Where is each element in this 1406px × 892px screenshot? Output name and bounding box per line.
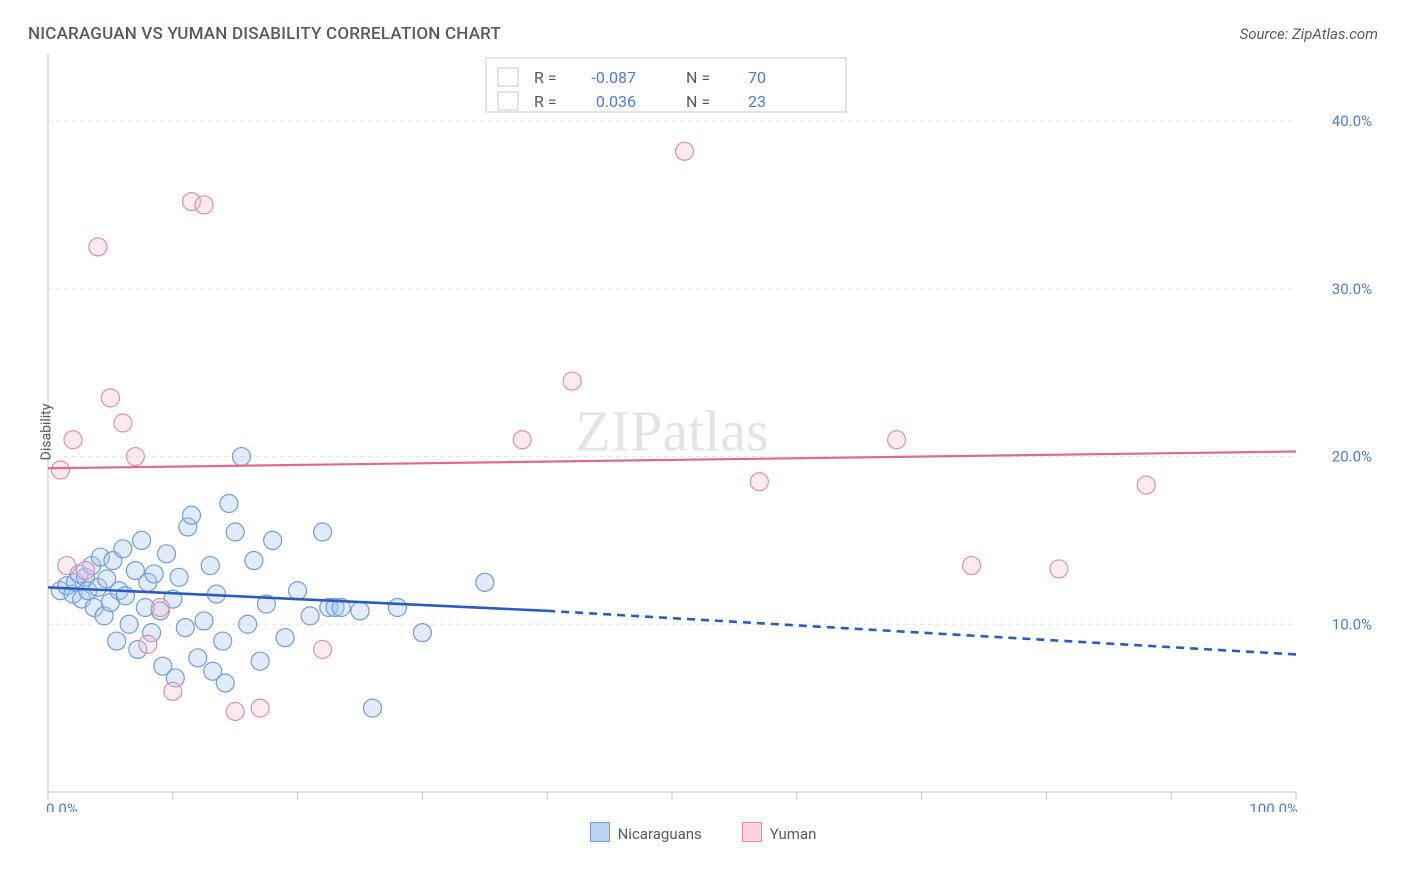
y-axis-label: Disability bbox=[38, 404, 54, 461]
data-point bbox=[120, 615, 138, 633]
data-point bbox=[413, 624, 431, 642]
data-point bbox=[251, 652, 269, 670]
data-point bbox=[963, 557, 981, 575]
data-point bbox=[363, 699, 381, 717]
data-point bbox=[176, 619, 194, 637]
scatter-chart: 10.0% 20.0% 30.0% 40.0% 0.0% 100.0% ZIPatlas R … bbox=[46, 52, 1378, 812]
legend-swatch bbox=[742, 822, 762, 842]
legend-label: Yuman bbox=[770, 825, 817, 843]
data-point bbox=[675, 142, 693, 160]
r-value: -0.087 bbox=[591, 68, 636, 87]
data-point bbox=[239, 615, 257, 633]
data-point bbox=[289, 582, 307, 600]
n-value: 70 bbox=[748, 68, 766, 87]
data-point bbox=[276, 629, 294, 647]
data-point bbox=[189, 649, 207, 667]
legend-swatch bbox=[498, 92, 518, 110]
data-point bbox=[476, 573, 494, 591]
data-point bbox=[145, 565, 163, 583]
data-point bbox=[183, 506, 201, 524]
ytick-label: 10.0% bbox=[1332, 615, 1372, 633]
r-label: R = bbox=[534, 68, 557, 87]
n-label: N = bbox=[686, 68, 710, 87]
data-point bbox=[89, 238, 107, 256]
legend-swatch bbox=[590, 822, 610, 842]
r-label: R = bbox=[534, 92, 557, 111]
data-point bbox=[133, 531, 151, 549]
data-point bbox=[226, 702, 244, 720]
data-point bbox=[264, 531, 282, 549]
chart-title: NICARAGUAN VS YUMAN DISABILITY CORRELATI… bbox=[28, 24, 501, 44]
data-point bbox=[750, 473, 768, 491]
data-point bbox=[114, 414, 132, 432]
data-point bbox=[114, 540, 132, 558]
data-point bbox=[76, 562, 94, 580]
n-label: N = bbox=[686, 92, 710, 111]
ytick-label: 30.0% bbox=[1332, 280, 1372, 298]
data-point bbox=[170, 568, 188, 586]
data-point bbox=[301, 607, 319, 625]
plot-area: Disability 10.0%20.0%30.0%40.0%0.0%100.0… bbox=[46, 52, 1378, 812]
data-point bbox=[888, 431, 906, 449]
data-point bbox=[1137, 476, 1155, 494]
data-point bbox=[164, 682, 182, 700]
legend-item: Nicaraguans bbox=[590, 822, 702, 843]
data-point bbox=[1050, 560, 1068, 578]
data-point bbox=[232, 448, 250, 466]
data-point bbox=[51, 461, 69, 479]
data-point bbox=[563, 372, 581, 390]
header: NICARAGUAN VS YUMAN DISABILITY CORRELATI… bbox=[0, 0, 1406, 52]
data-point bbox=[351, 602, 369, 620]
data-point bbox=[151, 599, 169, 617]
source-label: Source: ZipAtlas.com bbox=[1240, 25, 1378, 43]
data-point bbox=[214, 632, 232, 650]
bottom-legend: Nicaraguans Yuman bbox=[0, 812, 1406, 843]
ytick-label: 40.0% bbox=[1332, 112, 1372, 130]
legend-label: Nicaraguans bbox=[618, 825, 702, 843]
data-point bbox=[64, 431, 82, 449]
data-point bbox=[195, 612, 213, 630]
r-value: 0.036 bbox=[596, 92, 636, 111]
data-point bbox=[513, 431, 531, 449]
watermark: ZIPatlas bbox=[575, 399, 768, 464]
ytick-label: 20.0% bbox=[1332, 448, 1372, 466]
data-point bbox=[245, 552, 263, 570]
data-point bbox=[314, 640, 332, 658]
data-point bbox=[220, 495, 238, 513]
data-point bbox=[158, 545, 176, 563]
xtick-label: 0.0% bbox=[46, 800, 78, 812]
data-point bbox=[101, 389, 119, 407]
data-point bbox=[139, 635, 157, 653]
data-point bbox=[226, 523, 244, 541]
legend-item: Yuman bbox=[742, 822, 817, 843]
data-point bbox=[126, 448, 144, 466]
data-point bbox=[314, 523, 332, 541]
legend-swatch bbox=[498, 68, 518, 86]
data-point bbox=[251, 699, 269, 717]
data-point bbox=[195, 196, 213, 214]
n-value: 23 bbox=[748, 92, 766, 111]
data-point bbox=[388, 599, 406, 617]
data-point bbox=[201, 557, 219, 575]
data-point bbox=[216, 674, 234, 692]
stats-legend: R = -0.087 N = 70 R = 0.036 N = 23 bbox=[486, 58, 846, 112]
data-point bbox=[58, 557, 76, 575]
data-point bbox=[108, 632, 126, 650]
xtick-label: 100.0% bbox=[1249, 800, 1298, 812]
trend-line-extrapolated bbox=[547, 611, 1296, 655]
